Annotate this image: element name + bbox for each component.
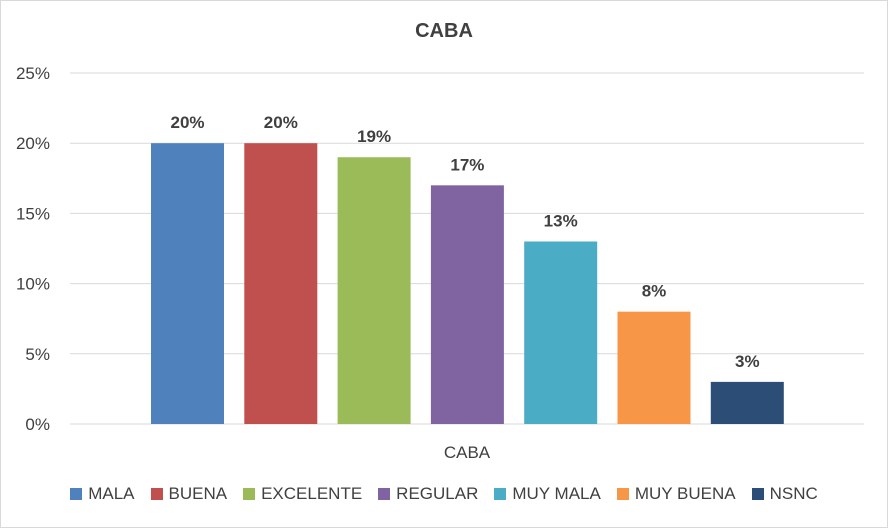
legend-item: MUY BUENA <box>616 484 736 504</box>
bars <box>151 143 784 425</box>
bar-muy-mala <box>524 241 598 424</box>
legend-swatch <box>616 488 629 500</box>
category-label: CABA <box>444 443 491 462</box>
legend-label: MUY BUENA <box>634 484 736 503</box>
data-labels: 20% 20% 19% 17% 13% 8% 3% <box>170 113 759 371</box>
y-tick-label: 25% <box>16 64 50 83</box>
data-label: 8% <box>642 282 667 301</box>
legend-swatch <box>378 488 391 500</box>
legend-item: NSNC <box>751 484 818 504</box>
y-tick-label: 10% <box>16 275 50 294</box>
legend-item: EXCELENTE <box>243 484 362 504</box>
legend: MALA BUENA EXCELENTE REGULAR MUY MALA MUY BUE… <box>0 484 888 504</box>
legend-label: EXCELENTE <box>261 484 363 503</box>
data-label: 19% <box>357 127 391 146</box>
legend-label: MALA <box>88 484 135 503</box>
legend-swatch <box>150 488 163 500</box>
legend-label: NSNC <box>769 484 818 503</box>
data-label: 17% <box>450 155 484 174</box>
legend-swatch <box>243 488 256 500</box>
legend-label: MUY MALA <box>512 484 601 503</box>
data-label: 3% <box>735 352 760 371</box>
data-label: 13% <box>544 211 578 230</box>
legend-item: MUY MALA <box>494 484 601 504</box>
legend-swatch <box>494 488 507 500</box>
legend-item: MALA <box>70 484 135 504</box>
legend-swatch <box>70 488 83 500</box>
legend-swatch <box>751 488 764 500</box>
y-tick-label: 20% <box>16 134 50 153</box>
bar-nsnc <box>710 381 784 424</box>
chart-title: CABA <box>415 20 473 42</box>
legend-item: REGULAR <box>378 484 478 504</box>
legend-label: BUENA <box>168 484 228 503</box>
data-label: 20% <box>170 113 204 132</box>
y-tick-label: 15% <box>16 204 50 223</box>
legend-label: REGULAR <box>396 484 479 503</box>
bar-regular <box>430 185 504 424</box>
legend-item: BUENA <box>150 484 228 504</box>
y-axis-ticks: 0% 5% 10% 15% 20% 25% <box>16 64 50 434</box>
bar-excelente <box>337 157 411 425</box>
y-tick-label: 0% <box>25 415 50 434</box>
bar-muy-buena <box>617 311 691 424</box>
bar-mala <box>151 143 224 424</box>
data-label: 20% <box>264 113 298 132</box>
bar-chart: 0% 5% 10% 15% 20% 25% 20% 20% 19% 17% 13% 8% 3% CAB… <box>16 64 864 462</box>
y-tick-label: 5% <box>25 345 50 364</box>
bar-buena <box>244 143 318 424</box>
